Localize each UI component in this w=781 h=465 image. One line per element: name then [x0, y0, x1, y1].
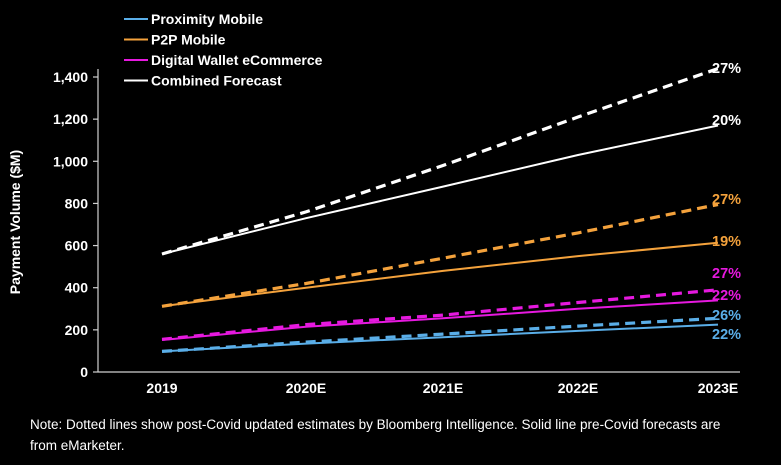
series-line-dashed [161, 288, 719, 341]
series-line-dashed [161, 316, 719, 353]
end-label-solid: 20% [712, 113, 741, 129]
x-tick-label: 2020E [286, 380, 326, 396]
end-label-solid: 22% [712, 288, 741, 304]
end-label-solid: 22% [712, 327, 741, 343]
y-tick-label: 1,400 [53, 69, 88, 85]
legend-label: Proximity Mobile [151, 11, 263, 27]
y-axis: 0 200 400 600 800 1,000 1,200 1,400 [53, 69, 99, 380]
y-tick-label: 800 [65, 195, 89, 211]
series-line-dashed [161, 202, 719, 308]
y-tick-label: 1,000 [53, 153, 88, 169]
series-line-solid [161, 241, 719, 308]
footnote: Note: Dotted lines show post-Covid updat… [30, 417, 721, 453]
x-tick-label: 2019 [146, 380, 177, 396]
x-tick-label: 2021E [423, 380, 463, 396]
x-axis: 2019 2020E 2021E 2022E 2023E [98, 371, 740, 396]
y-axis-label: Payment Volume ($M) [7, 150, 23, 294]
y-tick-label: 1,200 [53, 111, 88, 127]
end-label-dashed: 27% [712, 266, 741, 282]
legend-label: Combined Forecast [151, 73, 282, 89]
x-tick-label: 2023E [698, 380, 738, 396]
end-label-dashed: 26% [712, 308, 741, 324]
series-line-solid [161, 124, 719, 255]
end-label-dashed: 27% [712, 61, 741, 77]
y-tick-label: 600 [65, 238, 89, 254]
x-tick-label: 2022E [558, 380, 598, 396]
series-line-solid [161, 299, 719, 341]
y-tick-label: 200 [65, 322, 89, 338]
legend: Proximity Mobile P2P Mobile Digital Wallet… [124, 11, 323, 89]
y-tick-label: 0 [80, 364, 88, 380]
end-label-dashed: 27% [712, 192, 741, 208]
y-tick-label: 400 [65, 280, 89, 296]
end-labels: 26% 22% 27% 19% 27% 22% 27% 20% [712, 61, 741, 343]
series-line-dashed [161, 67, 719, 256]
series-lines [161, 67, 719, 353]
end-label-solid: 19% [712, 234, 741, 250]
legend-label: Digital Wallet eCommerce [151, 52, 323, 68]
legend-label: P2P Mobile [151, 32, 226, 48]
